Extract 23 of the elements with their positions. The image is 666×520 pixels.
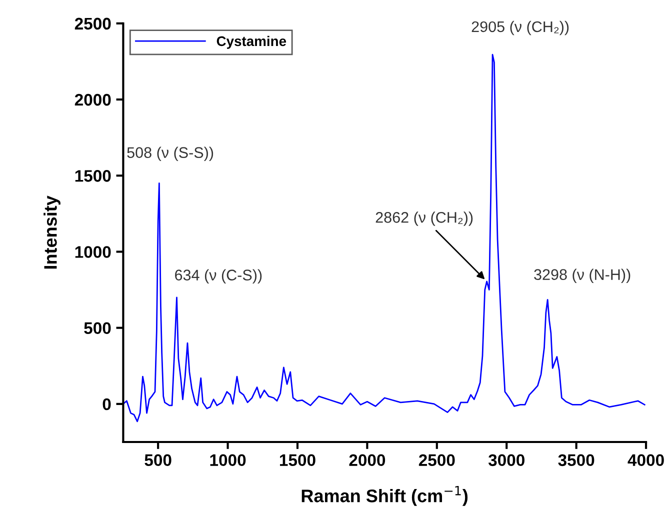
y-tick-label: 1500	[75, 170, 111, 182]
annotation: 634 (ν (C-S))	[175, 269, 262, 284]
x-tick-label: 4000	[628, 454, 664, 466]
annotation: 508 (ν (S-S))	[127, 146, 214, 161]
x-tick-label: 1000	[210, 454, 246, 466]
y-axis-title: Intensity	[44, 196, 60, 269]
x-tick-label: 2500	[418, 454, 455, 466]
y-tick-label: 0	[102, 398, 111, 410]
y-tick-label: 1000	[75, 246, 111, 258]
x-axis-title: Raman Shift (cm$^{−1}$)	[302, 486, 468, 506]
y-tick-label: 500	[84, 322, 111, 334]
annotation: 2905 (ν (CH₂))	[472, 20, 569, 36]
annotation: 3298 (ν (N-H))	[534, 268, 630, 283]
x-tick-label: 3000	[488, 454, 524, 466]
line-series	[123, 54, 646, 422]
legend-label: Cystamine	[216, 36, 286, 49]
x-tick-label: 500	[144, 454, 172, 466]
annotation: 2862 (ν (CH₂))	[376, 212, 473, 226]
y-tick-label: 2000	[74, 94, 111, 106]
x-tick-label: 2000	[349, 454, 386, 466]
x-tick-label: 1500	[280, 454, 316, 466]
y-tick-label: 2500	[74, 18, 111, 30]
x-tick-label: 3500	[558, 454, 594, 466]
